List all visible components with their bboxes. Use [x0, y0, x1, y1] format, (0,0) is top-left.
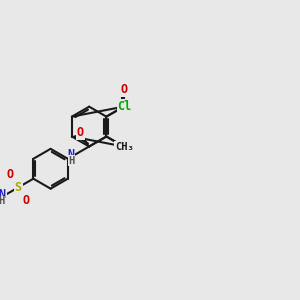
- Text: Cl: Cl: [118, 100, 132, 112]
- Text: O: O: [76, 126, 84, 139]
- Text: S: S: [15, 181, 22, 194]
- Text: O: O: [120, 140, 127, 153]
- Text: CH₃: CH₃: [115, 142, 134, 152]
- Text: N: N: [0, 188, 5, 201]
- Text: O: O: [7, 168, 14, 181]
- Text: N: N: [68, 148, 75, 161]
- Text: O: O: [22, 194, 29, 207]
- Text: H: H: [68, 155, 74, 166]
- Text: H: H: [0, 196, 5, 206]
- Text: O: O: [120, 82, 127, 96]
